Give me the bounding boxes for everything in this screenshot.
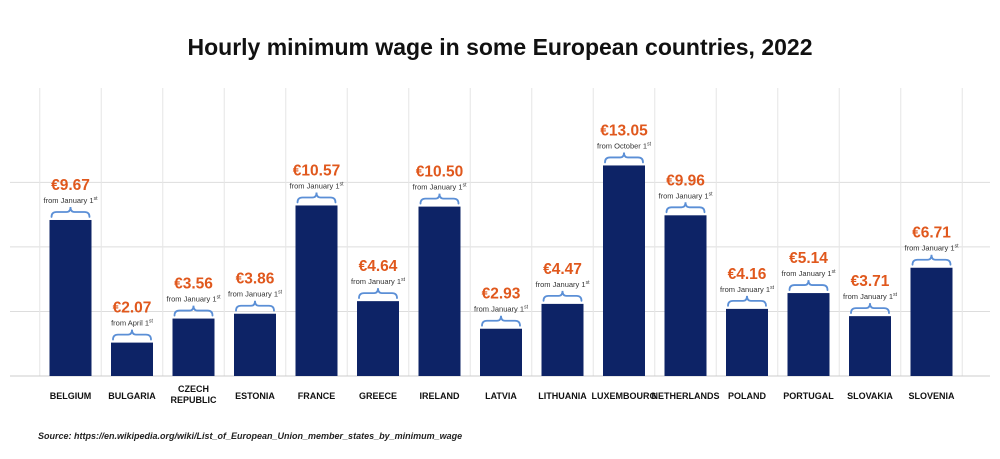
- brace-marker: [235, 300, 275, 312]
- x-tick-label: REPUBLIC: [170, 395, 217, 405]
- x-tick-label: ESTONIA: [235, 391, 275, 401]
- data-label: €10.57: [293, 162, 340, 179]
- x-tick-label: PORTUGAL: [783, 391, 834, 401]
- data-label: €4.47: [543, 261, 582, 278]
- data-label: €4.16: [728, 266, 767, 283]
- bar: [664, 215, 707, 376]
- x-tick-label: FRANCE: [298, 391, 336, 401]
- labels: from January 1st €9.67 BELGIUM from April 1…: [44, 122, 960, 405]
- brace-marker: [911, 254, 952, 266]
- data-label: €6.71: [912, 225, 951, 242]
- data-label: €9.96: [666, 172, 705, 189]
- brace-marker: [112, 329, 152, 341]
- date-annotation: from January 1st: [659, 191, 714, 200]
- x-tick-label: IRELAND: [420, 391, 460, 401]
- data-label: €5.14: [789, 250, 828, 267]
- date-annotation: from January 1st: [782, 269, 837, 278]
- x-tick-label: LITHUANIA: [538, 391, 587, 401]
- data-label: €3.71: [851, 273, 890, 290]
- x-tick-label: NETHERLANDS: [651, 391, 719, 401]
- brace-marker: [604, 152, 644, 164]
- data-label: €10.50: [416, 164, 463, 181]
- brace-marker: [665, 202, 706, 214]
- data-label: €4.64: [359, 258, 398, 275]
- source-note: Source: https://en.wikipedia.org/wiki/Li…: [38, 431, 463, 441]
- data-label: €3.56: [174, 276, 213, 293]
- bar: [787, 293, 830, 376]
- bar: [603, 165, 645, 376]
- data-label: €2.93: [482, 286, 521, 303]
- date-annotation: from January 1st: [536, 280, 591, 289]
- brace-marker: [481, 315, 521, 327]
- date-annotation: from January 1st: [843, 292, 898, 301]
- bar: [172, 318, 215, 376]
- bar: [111, 342, 153, 376]
- date-annotation: from January 1st: [44, 196, 99, 205]
- date-annotation: from January 1st: [351, 277, 406, 286]
- x-tick-label: POLAND: [728, 391, 767, 401]
- x-tick-label: GREECE: [359, 391, 397, 401]
- bar: [234, 313, 276, 376]
- date-annotation: from January 1st: [413, 183, 468, 192]
- bar: [849, 316, 891, 376]
- date-annotation: from January 1st: [167, 295, 222, 304]
- date-annotation: from October 1st: [597, 141, 652, 150]
- date-annotation: from April 1st: [111, 319, 153, 328]
- x-tick-label: SLOVAKIA: [847, 391, 893, 401]
- x-tick-label: BULGARIA: [108, 391, 156, 401]
- brace-marker: [358, 288, 398, 300]
- bar: [418, 206, 461, 376]
- brace-marker: [419, 193, 460, 205]
- data-label: €13.05: [600, 122, 648, 139]
- x-tick-label: SLOVENIA: [908, 391, 955, 401]
- brace-marker: [788, 280, 829, 291]
- date-annotation: from January 1st: [905, 244, 960, 253]
- bar: [480, 328, 522, 376]
- chart-title: Hourly minimum wage in some European cou…: [187, 34, 813, 60]
- brace-marker: [173, 305, 214, 317]
- data-label: €2.07: [113, 300, 152, 317]
- data-label: €9.67: [51, 177, 90, 194]
- date-annotation: from January 1st: [228, 290, 283, 299]
- bar: [295, 205, 338, 376]
- brace-marker: [542, 290, 583, 302]
- bar: [49, 219, 92, 376]
- bar: [726, 308, 768, 376]
- x-tick-label: LATVIA: [485, 391, 517, 401]
- bar: [357, 301, 399, 376]
- bars: [49, 165, 953, 376]
- date-annotation: from January 1st: [474, 305, 529, 314]
- date-annotation: from January 1st: [720, 285, 775, 294]
- x-tick-label: CZECH: [178, 384, 209, 394]
- bar: [541, 303, 584, 376]
- x-tick-label: LUXEMBOURG: [592, 391, 657, 401]
- brace-marker: [727, 295, 767, 307]
- x-tick-label: BELGIUM: [50, 391, 92, 401]
- date-annotation: from January 1st: [290, 181, 345, 190]
- brace-marker: [296, 192, 337, 204]
- bar: [910, 267, 953, 376]
- data-label: €3.86: [236, 271, 275, 288]
- brace-marker: [50, 206, 91, 218]
